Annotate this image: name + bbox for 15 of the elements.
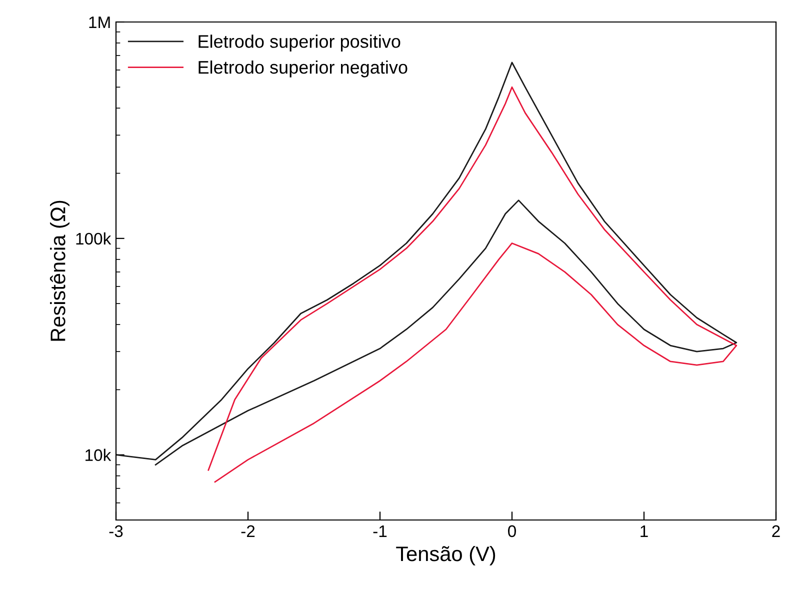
line-series: [208, 86, 738, 483]
x-tick-label: 2: [772, 525, 780, 537]
y-tick-label: 10k: [86, 448, 112, 462]
line-series: [116, 62, 738, 466]
y-axis-title: Resistência (Ω): [50, 200, 70, 341]
x-axis-title: Tensão (V): [396, 546, 496, 566]
x-tick-label: -3: [109, 525, 123, 538]
y-tick-label: 100k: [76, 232, 112, 245]
x-tick-label: 1: [640, 525, 648, 537]
x-tick-label: -2: [241, 525, 255, 537]
legend-label: Eletrodo superior positivo: [198, 34, 400, 52]
x-tick-label: -1: [373, 525, 387, 537]
y-tick-label: 1M: [89, 16, 110, 28]
legend-label: Eletrodo superior negativo: [198, 60, 408, 78]
x-tick-label: 0: [508, 525, 516, 538]
